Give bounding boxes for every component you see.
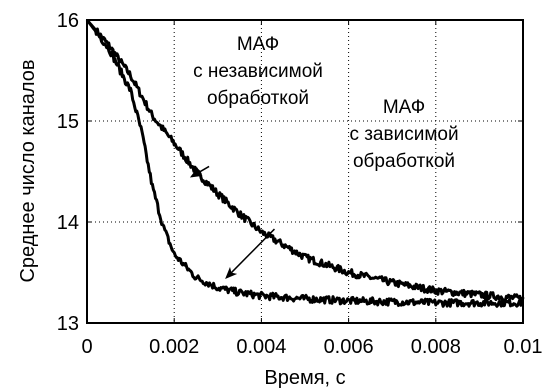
series-layer [85,19,525,308]
annotation-2-line: обработкой [353,151,455,172]
annotation-1-line: с независимой [193,61,323,82]
x-axis-label: Время, с [264,367,345,389]
annotations: МАФ с независимой обработкой МАФ с зависимой… [189,34,459,279]
y-tick-label: 14 [57,212,79,234]
annotation-2-line: с зависимой [349,124,458,145]
x-tick-label: 0.006 [324,336,374,358]
y-tick-label: 13 [57,313,79,335]
plot-frame [86,19,524,324]
series-line-2 [85,19,524,308]
annotation-arrow [225,228,276,279]
y-tick-label: 15 [57,111,79,133]
annotation-2-line: МАФ [383,97,425,118]
x-tick-label: 0.004 [236,336,286,358]
y-tick-label: 16 [57,10,79,32]
annotation-1-line: обработкой [207,88,309,109]
y-axis-label: Среднее число каналов [17,59,39,282]
x-tick-label: 0.01 [504,336,543,358]
x-tick-label: 0.002 [149,336,199,358]
x-tick-label: 0 [81,336,92,358]
x-axis-ticks: 0 0.002 0.004 0.006 0.008 0.01 [81,20,542,358]
series-line-1 [85,19,525,304]
x-tick-label: 0.008 [411,336,461,358]
annotation-1-line: МАФ [237,34,279,55]
annotation-arrow [189,165,210,178]
y-axis-ticks: 13 14 15 16 [57,10,523,335]
